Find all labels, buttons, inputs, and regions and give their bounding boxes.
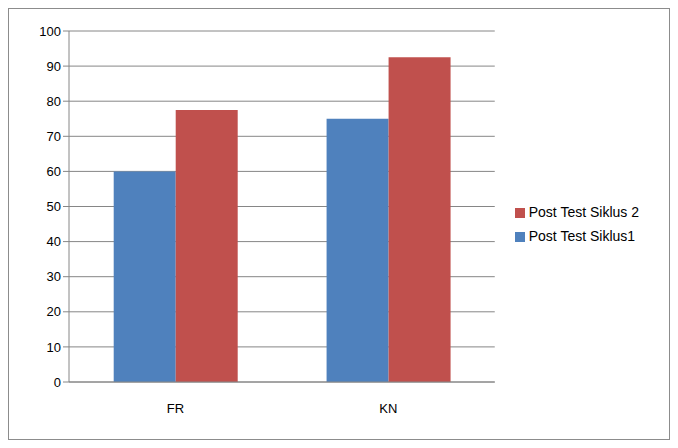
html-text:Post Test Siklus 2: Post Test Siklus 2 (528, 204, 639, 220)
svg-text:80: 80 (47, 94, 61, 109)
html-text:Post Test Siklus1: Post Test Siklus1 (528, 228, 636, 244)
svg-text:40: 40 (47, 234, 61, 249)
svg-text:20: 20 (47, 304, 61, 319)
svg-text:60: 60 (47, 164, 61, 179)
svg-text:70: 70 (47, 129, 61, 144)
svg-text:KN: KN (379, 401, 397, 416)
svg-text:0: 0 (54, 375, 61, 390)
svg-text:10: 10 (47, 340, 61, 355)
svg-text:90: 90 (47, 59, 61, 74)
svg-text:30: 30 (47, 269, 61, 284)
svg-text:50: 50 (47, 199, 61, 214)
svg-text:FR: FR (167, 401, 184, 416)
svg-text:100: 100 (39, 24, 61, 39)
